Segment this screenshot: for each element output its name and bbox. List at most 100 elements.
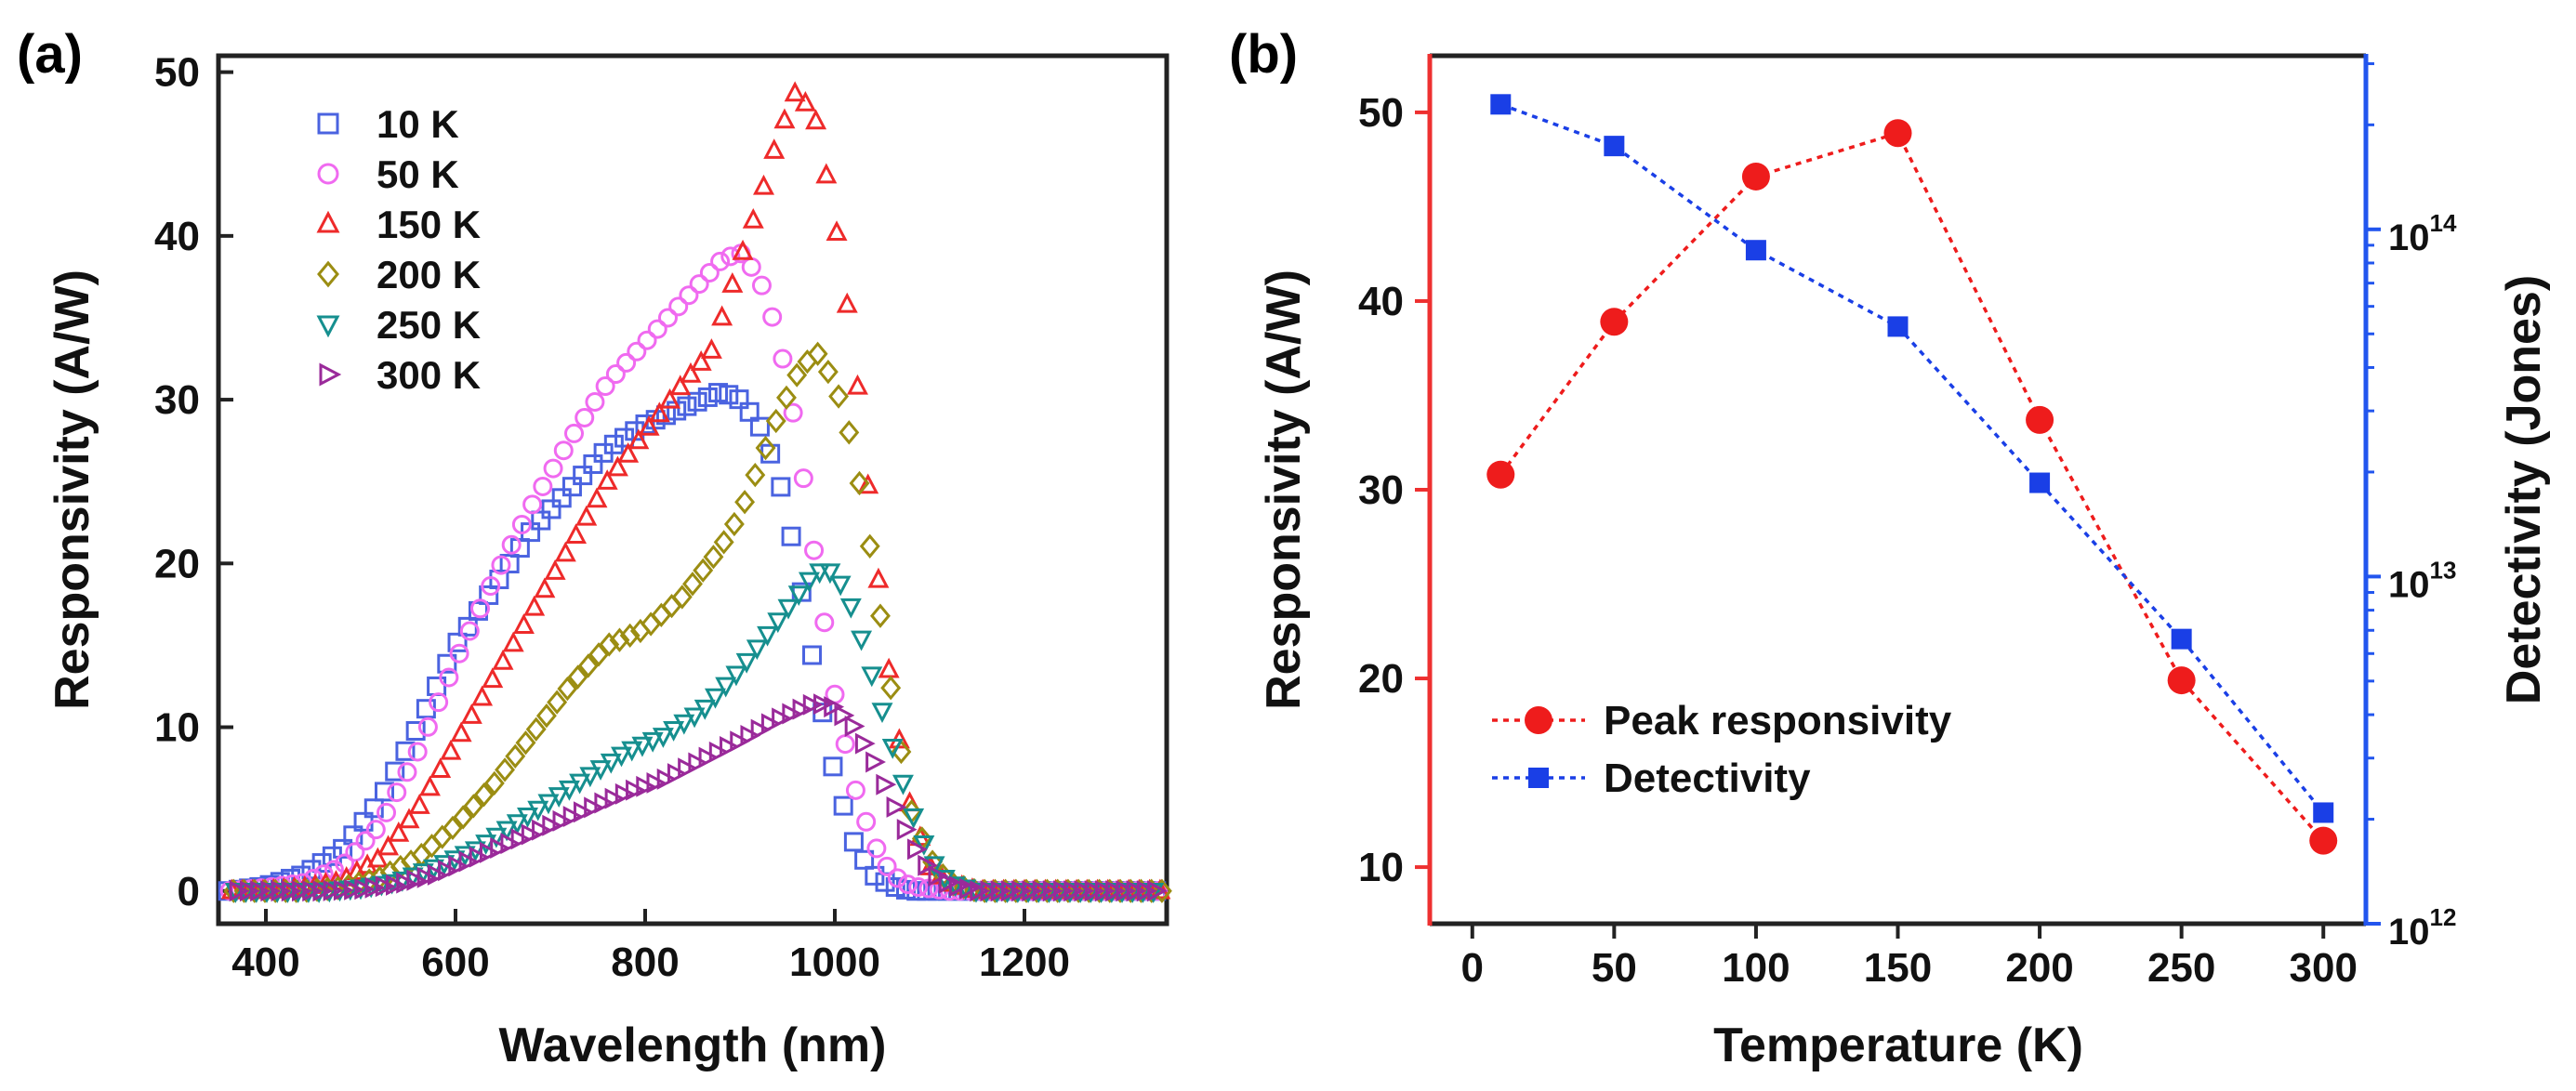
data-point [416,866,438,888]
data-point [762,307,783,327]
data-point [1022,880,1043,902]
data-point [376,802,397,822]
data-point [815,163,838,184]
data-point [345,842,365,862]
data-point [427,863,448,886]
data-point [814,612,835,633]
data-point [521,823,542,846]
data-point [485,827,508,848]
data-point [745,462,766,488]
data-point [773,108,796,129]
data-point [908,877,929,898]
legend-label: 50 K [376,152,459,196]
data-point [377,835,400,856]
data-point [697,387,718,407]
panel-a-y-tick-label: 30 [154,377,200,423]
data-point [479,841,500,863]
data-point [600,753,622,774]
panel-b-x-tick-label: 150 [1864,945,1932,991]
data-point [1600,308,1629,336]
data-point [429,692,449,713]
data-point [721,272,744,293]
data-point [885,877,905,898]
data-point [648,401,670,423]
data-point [512,613,535,634]
data-point [2313,802,2334,823]
data-point [677,396,697,416]
legend-marker [1525,706,1552,734]
data-point [735,652,758,674]
panel-b-right-y-tick-label: 1012 [2388,903,2456,953]
data-point [312,880,334,902]
data-point [505,743,526,769]
data-point [333,838,353,859]
data-point [429,757,452,779]
data-point [1745,240,1766,261]
data-point [839,598,862,619]
data-point [741,256,761,277]
data-point [448,855,469,877]
data-point [694,699,716,720]
data-point [584,796,605,819]
series-150-k [220,81,1171,900]
panel-a-y-axis: 0 10 20 30 40 50 [154,50,233,914]
data-point [579,767,601,788]
panel-b-x-tick-label: 100 [1722,945,1790,991]
data-point [793,468,813,489]
data-point [833,795,853,816]
series-300-k [229,693,1168,902]
data-point [708,741,730,763]
data-point [535,703,557,729]
panel-a-x-tick-label: 800 [611,940,679,985]
data-point [679,285,699,306]
data-point [763,138,786,159]
data-point [802,693,824,716]
data-point [690,350,712,371]
data-point [844,715,865,737]
data-point [606,455,628,477]
data-point [870,603,891,628]
data-point [621,741,643,762]
data-point [627,341,647,361]
data-point [355,831,376,851]
data-point [667,763,688,785]
data-point [531,510,551,531]
data-point [450,721,472,743]
legend-marker [316,315,340,338]
data-point [1000,880,1022,902]
data-point [363,798,384,819]
data-point [386,874,406,896]
data-point [651,602,672,627]
data-point [641,611,662,637]
data-point [688,752,709,774]
data-point [970,880,991,902]
data-point [517,807,539,828]
data-point [557,676,578,702]
data-point [703,545,724,570]
data-point [823,756,843,777]
data-point [846,374,868,395]
data-point [603,434,624,454]
data-point [784,81,806,102]
data-point [804,540,825,560]
data-point [959,877,980,900]
data-point [751,275,772,296]
data-point [887,868,907,888]
data-point [787,585,810,607]
data-point [1094,880,1116,902]
data-point [839,420,860,445]
data-point [509,538,530,559]
data-point [499,554,520,574]
data-point [671,585,693,610]
data-point [438,860,458,882]
data-point [656,768,678,790]
panel-b-label: (b) [1229,24,1298,85]
data-point [757,625,779,647]
data-point [470,598,491,619]
data-point [834,704,855,727]
data-point [813,693,834,716]
panel-a-plot-area [218,81,1172,903]
data-point [366,847,389,868]
data-point [798,572,820,593]
